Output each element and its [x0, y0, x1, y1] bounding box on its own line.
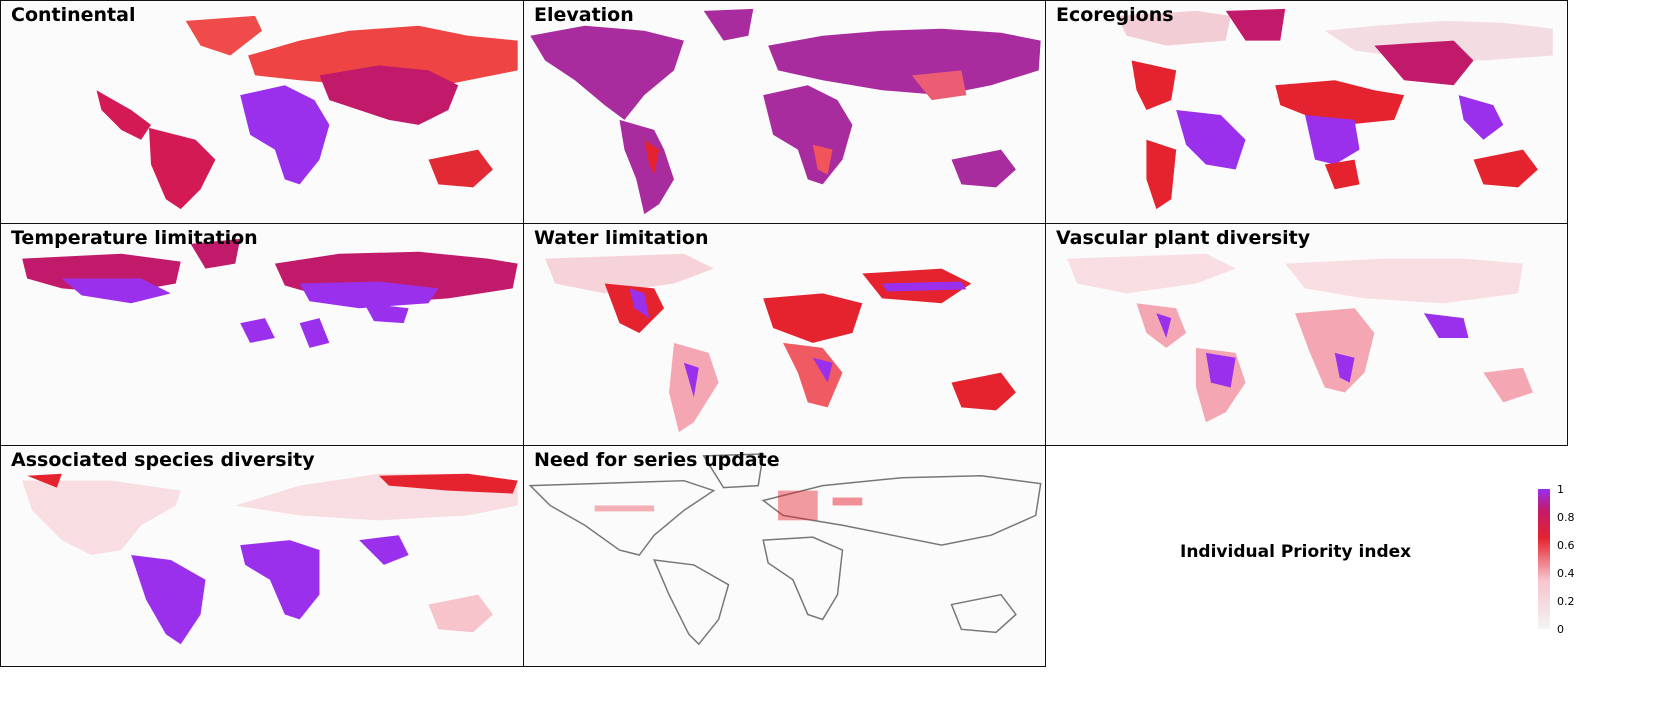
panel-temperature-limitation: Temperature limitation	[0, 223, 524, 446]
legend-tick: 0.2	[1557, 595, 1575, 608]
map-ecoregions	[1116, 8, 1553, 210]
map-vascular-plant-diversity	[1067, 253, 1533, 423]
panel-title: Ecoregions	[1056, 4, 1174, 26]
legend-tick: 0	[1557, 623, 1564, 636]
panel-title: Vascular plant diversity	[1056, 227, 1311, 249]
map-need-for-series-update	[528, 453, 1042, 646]
panel-water-limitation: Water limitation	[523, 223, 1046, 446]
panel-elevation: Elevation	[523, 0, 1046, 224]
panel-vascular-plant-diversity: Vascular plant diversity	[1045, 223, 1568, 446]
panel-ecoregions: Ecoregions	[1045, 0, 1568, 224]
legend-tick: 1	[1557, 483, 1564, 496]
legend-panel: Individual Priority index 1 0.8 0.6 0.4 …	[1045, 445, 1575, 667]
map-continental	[96, 15, 518, 210]
panel-title: Need for series update	[534, 449, 780, 471]
panel-associated-species-diversity: Associated species diversity	[0, 445, 524, 667]
map-elevation	[530, 8, 1041, 215]
map-water-limitation	[545, 253, 1016, 433]
legend-title: Individual Priority index	[1180, 542, 1412, 562]
panel-title: Continental	[11, 4, 136, 26]
panel-title: Associated species diversity	[11, 449, 315, 471]
legend-tick: 0.4	[1557, 567, 1575, 580]
panel-title: Temperature limitation	[11, 227, 258, 249]
legend-tick: 0.8	[1557, 511, 1575, 524]
panel-title: Elevation	[534, 4, 634, 26]
panel-title: Water limitation	[534, 227, 709, 249]
legend-colorbar	[1538, 489, 1550, 629]
map-associated-species-diversity	[22, 473, 518, 645]
legend-tick: 0.6	[1557, 539, 1575, 552]
panel-need-for-series-update: Need for series update	[523, 445, 1046, 667]
panel-continental: Continental	[0, 0, 524, 224]
map-temperature-limitation	[22, 238, 518, 348]
